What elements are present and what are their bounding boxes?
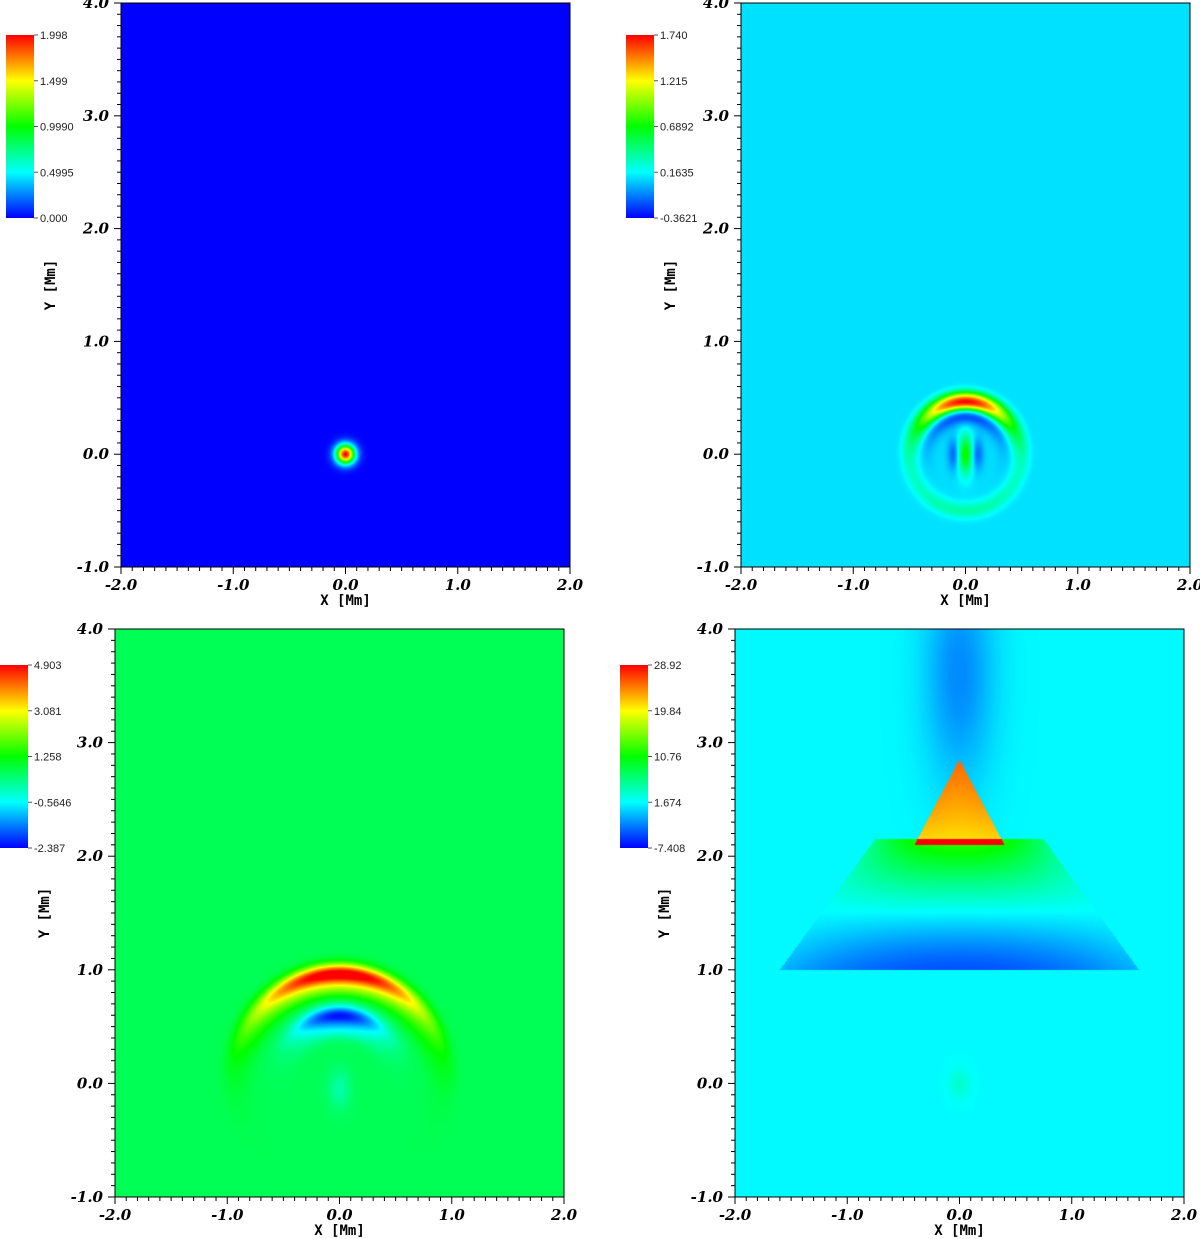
y-tick-label: -1.0 [71,1188,104,1206]
colorbar-label: -0.5646 [34,797,71,809]
colorbar-label: 0.6892 [660,122,694,134]
y-tick-label: -1.0 [697,558,730,576]
heatmap-image [735,629,1184,1197]
colorbar-label: 1.499 [40,76,68,88]
colorbar-label: 0.9990 [40,122,74,134]
x-tick-label: 0.0 [326,1206,353,1224]
x-tick-label: 1.0 [1059,1206,1086,1224]
x-tick-label: -1.0 [831,1206,864,1224]
heatmap-image [115,629,564,1197]
y-tick-label: 1.0 [83,332,110,350]
y-tick-label: 0.0 [77,1074,104,1092]
y-axis-title: Y [Mm] [43,260,59,311]
colorbar-label: 0.1635 [660,167,694,179]
x-tick-label: 2.0 [1170,1206,1198,1224]
colorbar-label: -7.408 [654,843,685,855]
colorbar: 1.740 1.215 0.6892 0.1635 -0.3621 [626,30,697,225]
x-axis-title: X [Mm] [314,1223,365,1239]
panel-4: -2.0 -1.0 0.0 1.0 2.0-1.00.01.02.03.04.0X [M… [620,620,1198,1239]
x-tick-label: -2.0 [719,1206,752,1224]
colorbar-label: -2.387 [34,843,65,855]
y-tick-label: 2.0 [76,847,104,865]
x-tick-label: 1.0 [1065,576,1092,594]
y-tick-label: 3.0 [697,734,724,752]
colorbar-label: 19.84 [654,706,682,718]
y-tick-label: 0.0 [703,445,730,463]
colorbar-label: 28.92 [654,660,682,672]
y-tick-label: -1.0 [77,558,110,576]
y-tick-label: 2.0 [82,220,110,238]
x-tick-label: -2.0 [99,1206,132,1224]
heatmap-image [741,3,1190,567]
y-tick-label: 3.0 [77,734,104,752]
x-tick-label: -1.0 [837,576,870,594]
y-tick-label: 2.0 [702,220,730,238]
x-axis-title: X [Mm] [940,593,991,609]
panel-3: -2.0 -1.0 0.0 1.0 2.0-1.00.01.02.03.04.0X [M… [0,620,578,1239]
colorbar: 4.903 3.081 1.258 -0.5646 -2.387 [0,660,71,855]
y-tick-label: 3.0 [703,107,730,125]
panel-2: -2.0-1.00.01.02.0-1.00.01.02.03.04.0X [M… [626,0,1200,609]
x-tick-label: -2.0 [105,576,138,594]
x-axis-title: X [Mm] [934,1223,985,1239]
colorbar-gradient [620,665,648,848]
colorbar-label: 1.740 [660,30,688,42]
colorbar-gradient [6,35,34,218]
x-tick-label: 2.0 [550,1206,578,1224]
colorbar-label: 0.4995 [40,167,74,179]
y-axis-title: Y [Mm] [657,888,673,939]
colorbar-label: 1.258 [34,752,62,764]
y-tick-label: 0.0 [697,1074,724,1092]
x-tick-label: 0.0 [946,1206,973,1224]
x-tick-label: -1.0 [211,1206,244,1224]
x-tick-label: 0.0 [332,576,359,594]
y-tick-label: -1.0 [691,1188,724,1206]
x-axis-title: X [Mm] [320,593,371,609]
x-tick-label: -2.0 [725,576,758,594]
y-tick-label: 1.0 [697,961,724,979]
x-tick-label: 2.0 [1176,576,1200,594]
colorbar-label: 1.998 [40,30,68,42]
colorbar: 1.998 1.499 0.9990 0.4995 0.000 [6,30,74,225]
x-tick-label: 1.0 [445,576,472,594]
colorbar-gradient [0,665,28,848]
y-tick-label: 1.0 [77,961,104,979]
x-tick-label: 0.0 [952,576,979,594]
panel-1: -2.0 -1.0 0.0 1.0 2.0-1.00.01.02.03.04.0X [M… [6,0,584,609]
colorbar-label: 1.215 [660,76,688,88]
y-tick-label: 4.0 [703,0,730,12]
x-tick-label: 1.0 [439,1206,466,1224]
x-tick-label: -1.0 [217,576,250,594]
colorbar-label: 4.903 [34,660,62,672]
y-tick-label: 4.0 [697,620,724,638]
y-axis-title: Y [Mm] [663,260,679,311]
y-tick-label: 4.0 [83,0,110,12]
y-axis-title: Y [Mm] [37,888,53,939]
colorbar-gradient [626,35,654,218]
colorbar-label: 1.674 [654,797,682,809]
colorbar: 28.92 19.84 10.76 1.674 -7.408 [620,660,685,855]
y-tick-label: 3.0 [83,107,110,125]
colorbar-label: -0.3621 [660,213,697,225]
y-tick-label: 2.0 [696,847,724,865]
y-tick-label: 0.0 [83,445,110,463]
colorbar-label: 10.76 [654,752,682,764]
colorbar-label: 0.000 [40,213,68,225]
y-tick-label: 4.0 [77,620,104,638]
y-tick-label: 1.0 [703,332,730,350]
x-tick-label: 2.0 [556,576,584,594]
heatmap-image [121,3,570,567]
colorbar-label: 3.081 [34,706,62,718]
